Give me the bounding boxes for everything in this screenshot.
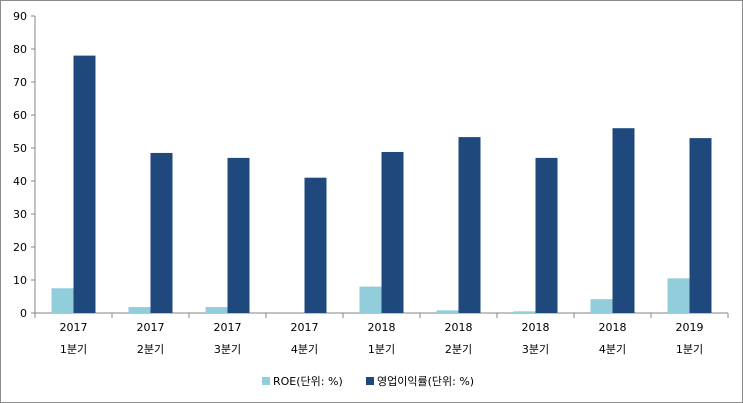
x-category-year: 2017 (291, 321, 319, 334)
legend-label: ROE(단위: %) (273, 375, 343, 388)
legend-label: 영업이익률(단위: %) (377, 375, 474, 388)
bar-roe (667, 278, 690, 313)
bar-roe (359, 286, 382, 313)
y-tick-label: 90 (13, 10, 27, 23)
bar-operating-margin (458, 137, 481, 313)
x-category-quarter: 4분기 (291, 343, 318, 356)
y-tick-label: 40 (13, 175, 27, 188)
bar-roe (513, 311, 536, 313)
legend-swatch (262, 377, 270, 385)
y-tick-label: 70 (13, 76, 27, 89)
bar-operating-margin (150, 152, 173, 313)
x-category-quarter: 3분기 (214, 343, 241, 356)
legend: ROE(단위: %) 영업이익률(단위: %) (262, 375, 474, 388)
bar-operating-margin (227, 157, 250, 313)
bar-operating-margin (381, 151, 404, 313)
labels: 0 10 20 30 40 50 60 70 80 90 2017 1분기 2017 2분기 2017 3분기… (13, 10, 704, 356)
x-category-quarter: 3분기 (522, 343, 549, 356)
bar-roe (590, 299, 613, 313)
x-category-year: 2018 (599, 321, 627, 334)
bar-roe (51, 288, 74, 313)
x-category-year: 2017 (60, 321, 88, 334)
legend-swatch (366, 377, 374, 385)
y-tick-label: 20 (13, 241, 27, 254)
x-category-quarter: 1분기 (368, 343, 395, 356)
bars (51, 55, 712, 313)
x-category-year: 2018 (522, 321, 550, 334)
x-category-year: 2017 (214, 321, 242, 334)
bar-operating-margin (535, 157, 558, 313)
bar-operating-margin (73, 55, 96, 313)
x-category-year: 2018 (368, 321, 396, 334)
y-tick-label: 80 (13, 43, 27, 56)
x-category-quarter: 1분기 (676, 343, 703, 356)
x-category-year: 2018 (445, 321, 473, 334)
x-category-quarter: 2분기 (137, 343, 164, 356)
x-category-quarter: 4분기 (599, 343, 626, 356)
bar-operating-margin (689, 138, 712, 313)
y-tick-label: 10 (13, 274, 27, 287)
y-tick-label: 50 (13, 142, 27, 155)
y-tick-label: 60 (13, 109, 27, 122)
bar-roe (205, 307, 228, 313)
bar-operating-margin (304, 177, 327, 313)
bar-roe (128, 307, 151, 313)
y-tick-label: 0 (20, 307, 27, 320)
bar-roe (436, 310, 459, 313)
x-category-quarter: 1분기 (60, 343, 87, 356)
x-category-year: 2019 (676, 321, 704, 334)
bar-operating-margin (612, 128, 635, 313)
y-tick-label: 30 (13, 208, 27, 221)
x-category-year: 2017 (137, 321, 165, 334)
x-category-quarter: 2분기 (445, 343, 472, 356)
